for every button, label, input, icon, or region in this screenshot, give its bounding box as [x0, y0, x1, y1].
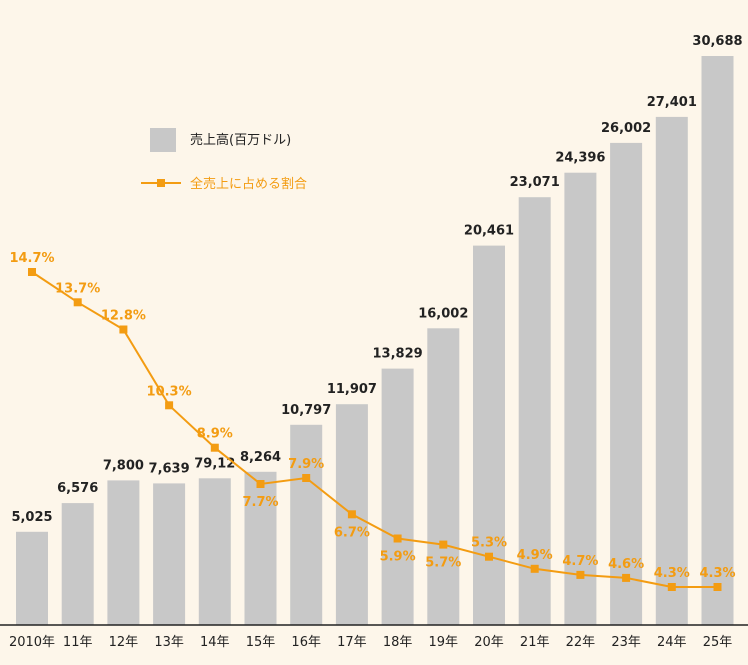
bar-value-label-12: 24,396 — [555, 151, 605, 166]
bar-8 — [381, 368, 414, 625]
bar-2 — [107, 480, 140, 625]
share-point-14 — [667, 583, 676, 591]
legend-line-label: 全売上に占める割合 — [190, 176, 307, 192]
x-tick-label-8: 18年 — [383, 635, 413, 650]
x-tick-label-9: 19年 — [429, 635, 459, 650]
bar-value-label-15: 30,688 — [692, 34, 742, 49]
bar-value-label-2: 7,800 — [103, 458, 144, 473]
bar-value-label-3: 7,639 — [149, 461, 190, 476]
x-tick-label-12: 22年 — [566, 635, 596, 650]
bar-value-label-0: 5,025 — [11, 510, 52, 525]
bar-6 — [290, 424, 323, 625]
bar-9 — [427, 328, 460, 625]
x-tick-label-10: 20年 — [474, 635, 504, 650]
share-value-label-0: 14.7% — [9, 251, 54, 266]
share-point-12 — [576, 570, 585, 579]
bar-value-label-8: 13,829 — [373, 347, 423, 362]
share-value-label-15: 4.3% — [699, 566, 735, 581]
bar-11 — [518, 197, 551, 625]
legend-bar-swatch — [150, 128, 176, 152]
bar-value-label-7: 11,907 — [327, 382, 377, 397]
x-tick-label-1: 11年 — [63, 635, 93, 650]
bar-4 — [198, 478, 231, 625]
share-point-8 — [393, 534, 402, 543]
bar-value-label-1: 6,576 — [57, 481, 98, 496]
share-value-label-4: 8.9% — [197, 427, 233, 442]
legend-bar-label: 売上高(百万ドル) — [190, 132, 291, 148]
share-value-label-1: 13.7% — [55, 281, 100, 296]
bar-value-label-9: 16,002 — [418, 306, 468, 321]
share-value-label-11: 4.9% — [517, 548, 553, 563]
x-tick-label-0: 2010年 — [9, 635, 55, 650]
share-point-0 — [28, 268, 36, 276]
x-tick-label-3: 13年 — [154, 635, 184, 650]
share-value-label-10: 5.3% — [471, 536, 507, 551]
share-point-9 — [439, 540, 448, 549]
bar-5 — [244, 471, 277, 625]
x-tick-label-11: 21年 — [520, 635, 550, 650]
share-point-2 — [119, 325, 128, 334]
share-value-label-13: 4.6% — [608, 557, 644, 572]
x-tick-label-2: 12年 — [109, 635, 139, 650]
x-tick-label-7: 17年 — [337, 635, 367, 650]
bar-value-label-10: 20,461 — [464, 224, 514, 239]
bar-value-label-4: 79,12 — [194, 456, 235, 471]
bar-value-label-14: 27,401 — [647, 95, 697, 110]
bar-value-label-5: 8,264 — [240, 450, 281, 465]
share-value-label-5: 7.7% — [242, 495, 278, 510]
legend-line-marker — [157, 179, 165, 187]
bar-10 — [473, 245, 505, 625]
x-tick-label-14: 24年 — [657, 635, 687, 650]
bar-15 — [701, 56, 734, 625]
share-point-10 — [485, 552, 493, 561]
x-tick-label-4: 14年 — [200, 635, 230, 650]
bar-value-label-13: 26,002 — [601, 121, 651, 136]
bar-value-label-6: 10,797 — [281, 403, 331, 418]
share-line — [31, 271, 718, 588]
share-point-13 — [622, 573, 631, 582]
bar-1 — [61, 503, 94, 625]
share-point-7 — [347, 510, 356, 519]
bar-14 — [655, 116, 688, 626]
bar-13 — [610, 142, 643, 625]
share-value-label-14: 4.3% — [654, 566, 690, 581]
x-tick-label-5: 15年 — [246, 635, 276, 650]
share-value-label-8: 5.9% — [380, 550, 416, 565]
share-point-1 — [73, 298, 82, 307]
share-point-4 — [210, 443, 219, 452]
x-tick-label-6: 16年 — [291, 635, 321, 650]
bar-12 — [564, 172, 597, 625]
share-value-label-7: 6.7% — [334, 525, 370, 540]
x-tick-label-15: 25年 — [703, 635, 733, 650]
share-value-label-9: 5.7% — [425, 556, 461, 571]
share-point-15 — [713, 583, 722, 591]
share-point-6 — [302, 474, 311, 482]
share-value-label-3: 10.3% — [147, 384, 192, 399]
x-tick-label-13: 23年 — [611, 635, 641, 650]
bar-0 — [16, 531, 48, 625]
share-point-3 — [165, 401, 174, 410]
share-point-11 — [530, 564, 539, 573]
share-value-label-12: 4.7% — [562, 554, 598, 569]
bar-3 — [153, 483, 186, 625]
share-point-5 — [256, 480, 265, 488]
share-value-label-6: 7.9% — [288, 457, 324, 472]
bar-value-label-11: 23,071 — [510, 175, 560, 190]
share-value-label-2: 12.8% — [101, 309, 146, 324]
